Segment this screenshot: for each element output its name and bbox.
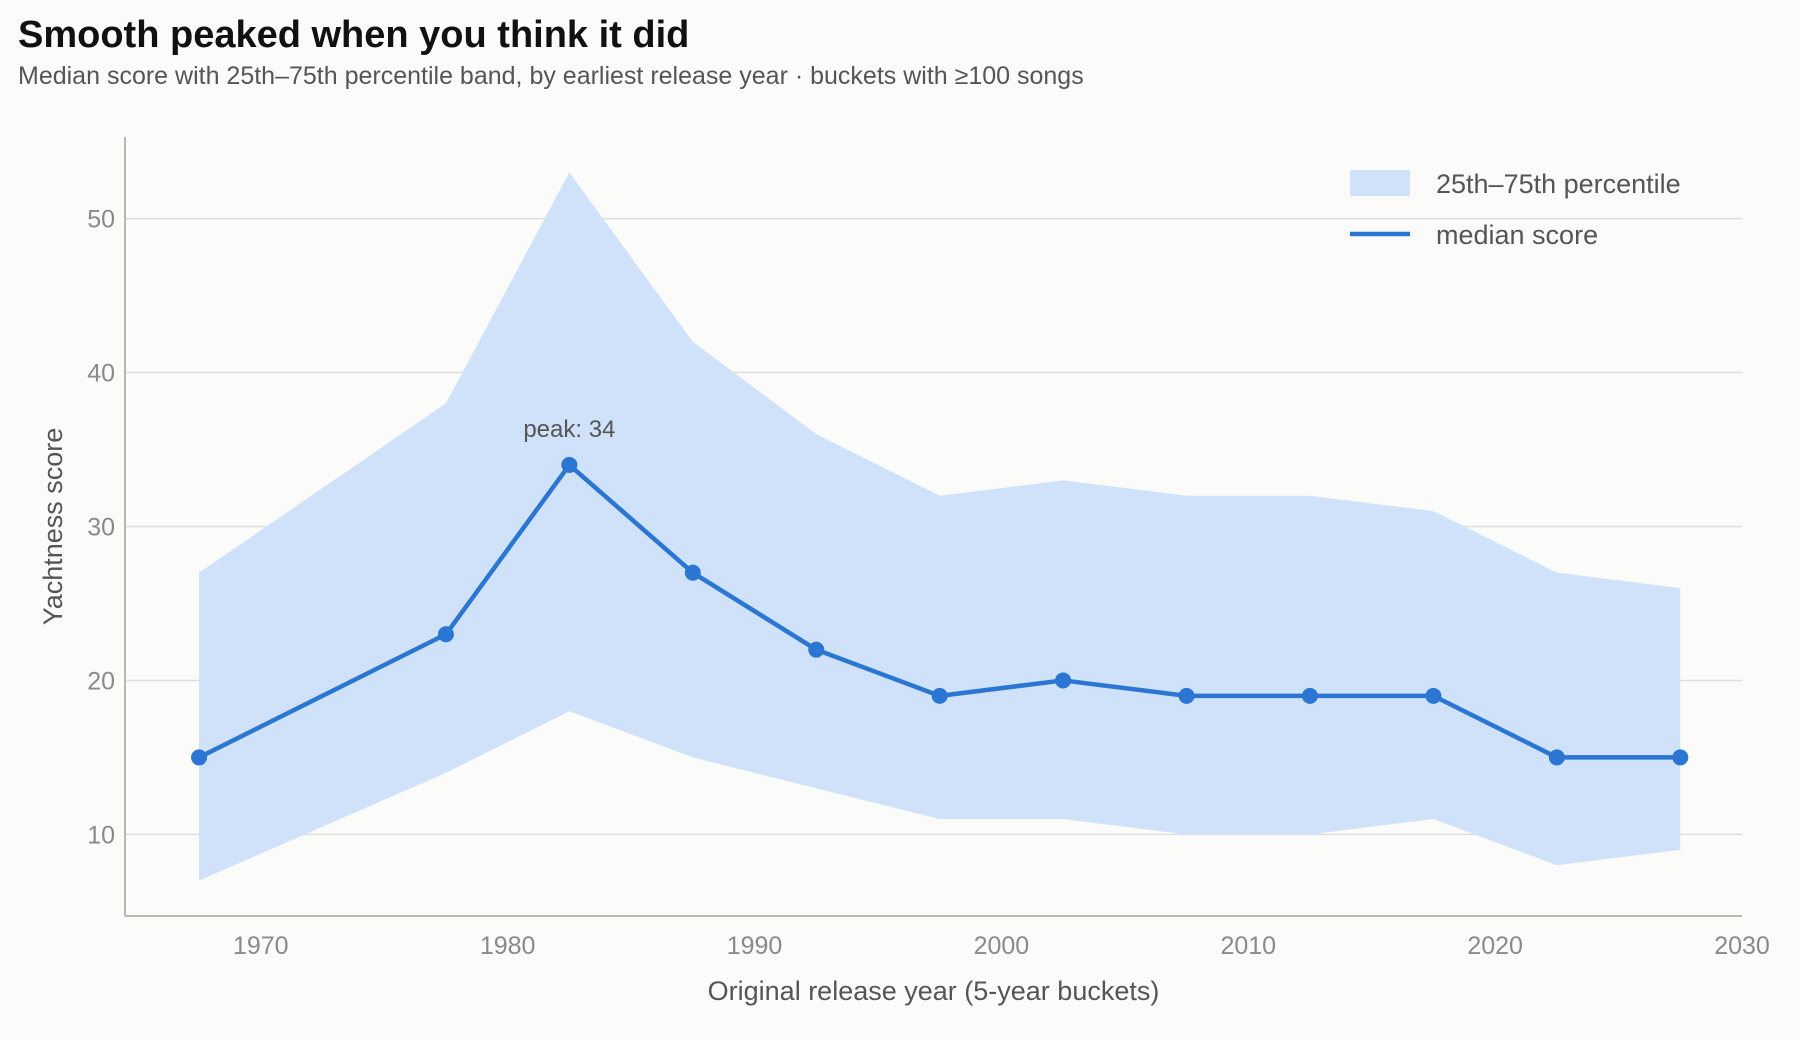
y-tick-label-30: 30	[87, 514, 115, 542]
chart-subtitle: Median score with 25th–75th percentile b…	[18, 62, 1084, 90]
percentile-band	[199, 172, 1681, 881]
legend-swatch-band	[1350, 170, 1410, 196]
median-line-layer	[196, 462, 1683, 760]
percentile-band-layer	[199, 172, 1681, 881]
median-point	[191, 749, 208, 766]
x-tick-label-2030: 2030	[1714, 932, 1770, 960]
annotations: peak: 34	[523, 416, 615, 443]
x-axis-title: Original release year (5-year buckets)	[708, 976, 1160, 1006]
x-tick-label-2000: 2000	[974, 932, 1030, 960]
x-tick-label-2010: 2010	[1220, 932, 1276, 960]
median-point	[1672, 749, 1689, 766]
legend: 25th–75th percentile median score	[1350, 169, 1681, 250]
median-point	[437, 626, 454, 643]
median-point	[931, 687, 948, 704]
median-line	[196, 462, 1683, 760]
legend-label-band: 25th–75th percentile	[1436, 169, 1681, 199]
y-axis-title: Yachtness score	[38, 428, 68, 626]
median-point	[1178, 687, 1195, 704]
median-points-layer	[191, 456, 1689, 766]
median-point	[1055, 672, 1072, 689]
median-point	[1301, 687, 1318, 704]
y-tick-label-50: 50	[87, 206, 115, 234]
y-tick-label-40: 40	[87, 360, 115, 388]
x-tick-label-1990: 1990	[727, 932, 783, 960]
median-point	[684, 564, 701, 581]
chart-title: Smooth peaked when you think it did	[18, 14, 690, 56]
y-tick-label-10: 10	[87, 821, 115, 849]
x-tick-label-1970: 1970	[233, 932, 289, 960]
x-tick-label-2020: 2020	[1467, 932, 1523, 960]
x-tick-label-1980: 1980	[480, 932, 536, 960]
y-tick-label-20: 20	[87, 667, 115, 695]
median-point	[808, 641, 825, 658]
axes	[124, 137, 1742, 917]
median-point	[1548, 749, 1565, 766]
legend-label-line: median score	[1436, 220, 1598, 250]
median-point	[1425, 687, 1442, 704]
median-point	[561, 456, 578, 473]
peak-annotation: peak: 34	[523, 416, 615, 443]
